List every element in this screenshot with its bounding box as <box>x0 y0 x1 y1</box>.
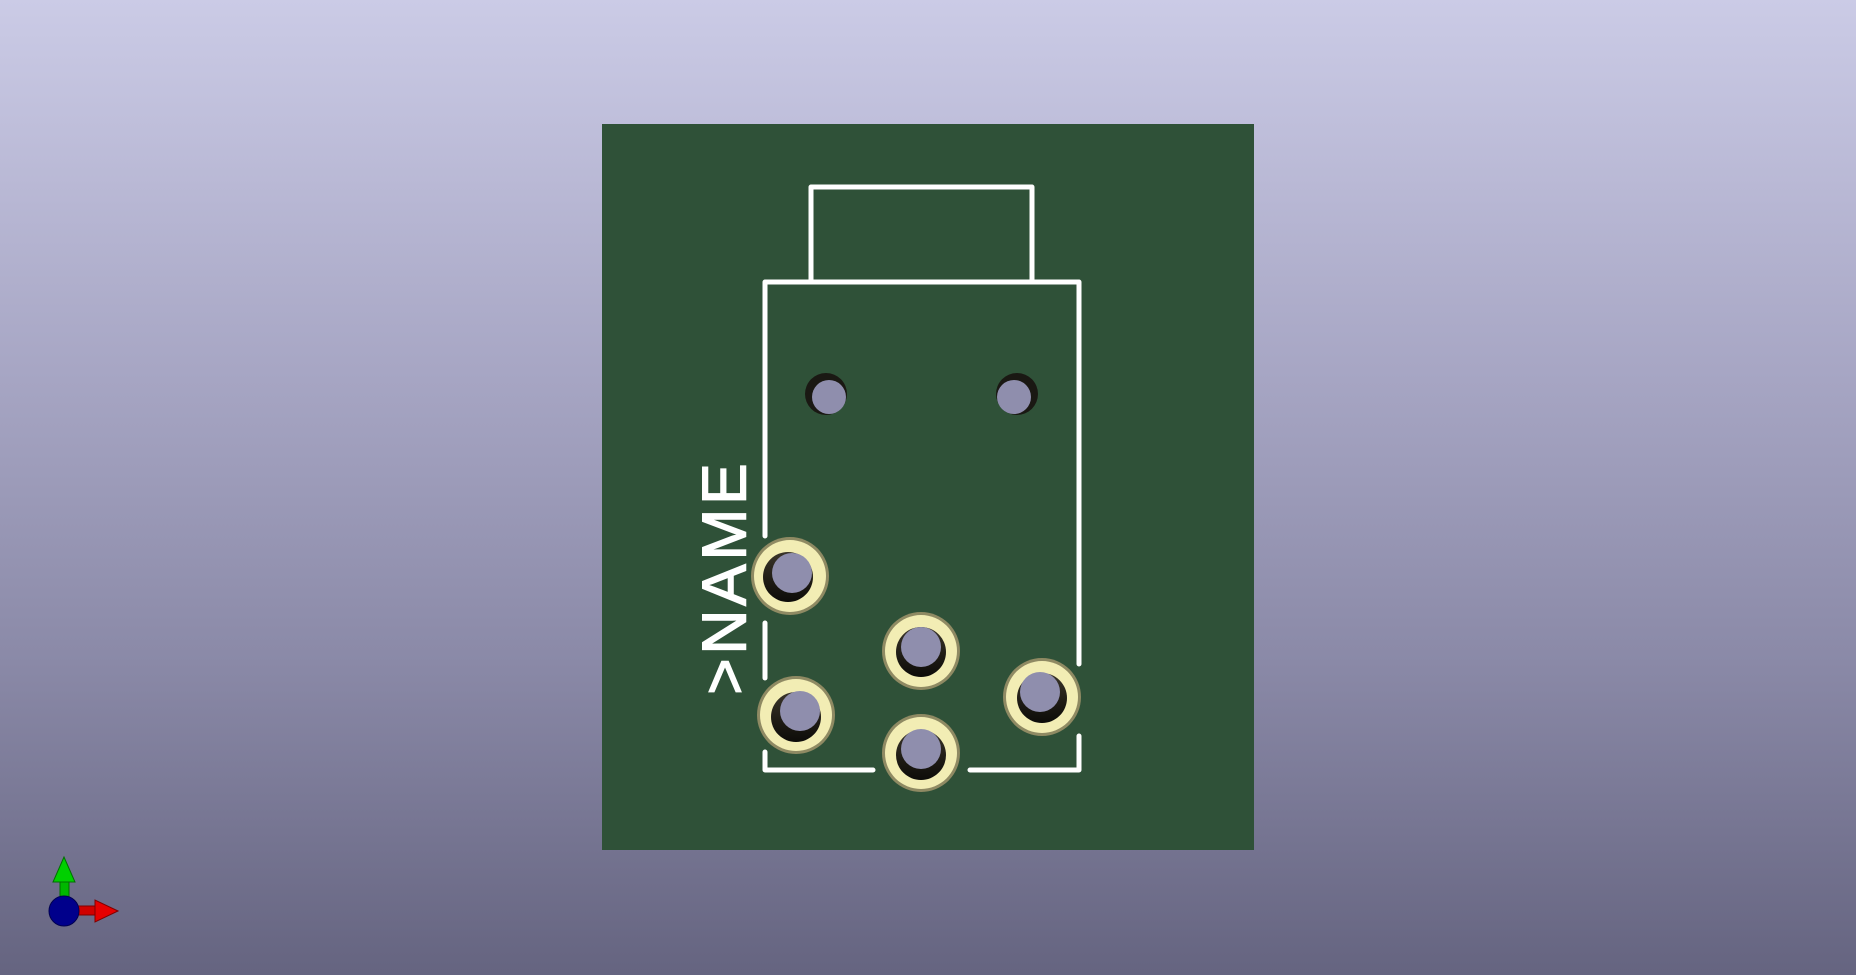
mounting-hole <box>805 373 847 415</box>
x-axis-arrow-icon <box>71 899 120 923</box>
pad-1[interactable] <box>751 537 829 615</box>
pad-2[interactable] <box>882 612 960 690</box>
pad-4[interactable] <box>757 676 835 754</box>
silkscreen-outline <box>762 184 1082 773</box>
mounting-hole <box>996 373 1038 415</box>
axis-indicator <box>48 855 120 927</box>
pad-5[interactable] <box>882 714 960 792</box>
reference-label: >NAME <box>690 459 759 694</box>
z-axis-dot-icon <box>48 895 80 927</box>
pad-3[interactable] <box>1003 658 1081 736</box>
